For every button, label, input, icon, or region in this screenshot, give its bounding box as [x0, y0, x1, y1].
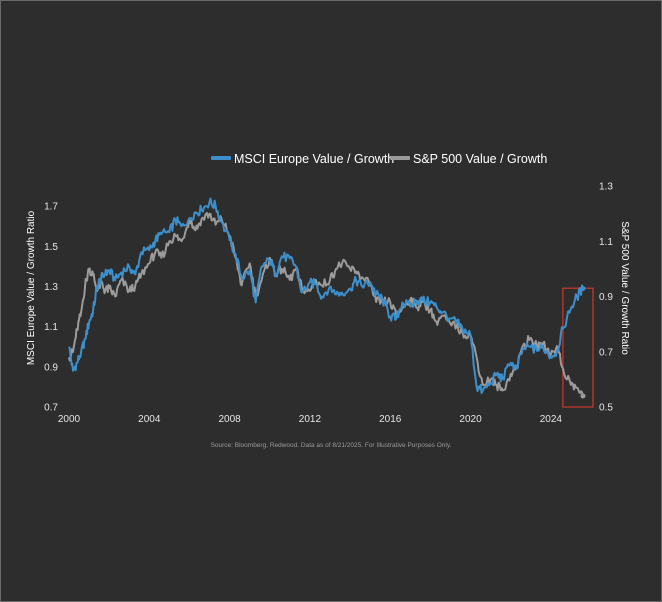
x-tick-label: 2024: [540, 414, 563, 425]
y-left-tick-label: 1.3: [44, 282, 58, 293]
y-left-tick-label: 0.7: [44, 403, 58, 414]
x-axis-ticks: 2000 2004 2008 2012 2016 2020 2024: [58, 414, 563, 425]
legend: MSCI Europe Value / Growth S&P 500 Value…: [211, 152, 547, 166]
x-tick-label: 2000: [58, 414, 81, 425]
y-right-tick-label: 0.9: [599, 292, 613, 303]
series-endpoint-sp500: [580, 393, 586, 399]
y-right-tick-label: 0.7: [599, 347, 613, 358]
y-axis-right-ticks: 1.3 1.1 0.9 0.7 0.5: [599, 182, 613, 414]
y-right-tick-label: 1.3: [599, 182, 613, 193]
x-tick-label: 2016: [379, 414, 402, 425]
highlight-region: [562, 287, 594, 408]
series-line-msci: [68, 197, 584, 395]
legend-swatch-msci: [211, 156, 231, 160]
y-left-tick-label: 1.7: [44, 202, 58, 213]
y-right-tick-label: 1.1: [599, 237, 613, 248]
y-left-tick-label: 1.1: [44, 322, 58, 333]
y-left-tick-label: 0.9: [44, 362, 58, 373]
y-axis-right-title: S&P 500 Value / Growth Ratio: [619, 221, 630, 355]
y-right-tick-label: 0.5: [599, 403, 613, 414]
x-tick-label: 2008: [218, 414, 241, 425]
x-tick-label: 2020: [459, 414, 482, 425]
x-tick-label: 2012: [299, 414, 322, 425]
y-axis-left-ticks: 1.7 1.5 1.3 1.1 0.9 0.7: [44, 202, 58, 414]
x-tick-label: 2004: [138, 414, 161, 425]
y-left-tick-label: 1.5: [44, 242, 58, 253]
series-endpoint-msci: [580, 285, 586, 291]
legend-label-sp500: S&P 500 Value / Growth: [413, 152, 547, 166]
legend-label-msci: MSCI Europe Value / Growth: [234, 152, 394, 166]
legend-swatch-sp500: [390, 156, 410, 160]
source-note: Source: Bloomberg, Redwood. Data as of 8…: [211, 442, 452, 449]
y-axis-left-title: MSCI Europe Value / Growth Ratio: [26, 210, 37, 365]
